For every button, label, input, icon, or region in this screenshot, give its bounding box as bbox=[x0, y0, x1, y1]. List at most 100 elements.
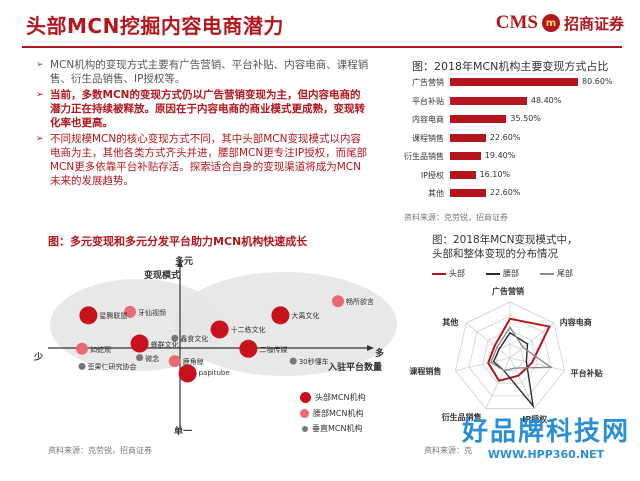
legend-item: 腰部MCN机构 bbox=[300, 408, 363, 419]
bullet-item: ➢ MCN机构的变现方式主要有广告营销、平台补贴、内容电商、课程销售、衍生品销售… bbox=[36, 58, 370, 86]
legend-label: 腰部MCN机构 bbox=[313, 409, 364, 418]
legend-item: 头部MCN机构 bbox=[300, 392, 365, 403]
arrow-bullet-icon: ➢ bbox=[36, 60, 44, 70]
radar-series-line bbox=[487, 317, 551, 382]
bar-value-label: 35.50% bbox=[510, 114, 541, 123]
radar-grid-ring bbox=[482, 329, 538, 384]
legend-line-icon bbox=[432, 272, 446, 275]
bubble-point bbox=[136, 354, 144, 362]
bubble-point bbox=[76, 342, 88, 355]
legend-line-icon bbox=[540, 272, 554, 275]
bar-category-label: 平台补贴 bbox=[412, 96, 444, 106]
bubble-point bbox=[210, 320, 229, 339]
radar-legend-item: 腰部 bbox=[486, 268, 519, 279]
radar-spoke bbox=[465, 322, 511, 359]
bar-chart-source: 资料来源：克劳锐，招商证券 bbox=[404, 213, 508, 222]
radar-chart-title-line1: 图：2018年MCN变现模式中， bbox=[432, 234, 578, 246]
bubble-point-label: 30秒懂车 bbox=[298, 358, 329, 367]
bubble-point bbox=[78, 362, 86, 370]
x-axis-arrow-icon bbox=[367, 345, 374, 351]
bubble-point bbox=[171, 334, 179, 342]
bubble-point bbox=[178, 364, 197, 383]
radar-legend-item: 尾部 bbox=[540, 268, 573, 279]
legend-label: 垂直MCN机构 bbox=[312, 424, 363, 433]
bubble-point-label: 大禹文化 bbox=[291, 312, 320, 321]
radar-axis-label: 课程销售 bbox=[409, 367, 442, 377]
bubble-point-label: 歪果仁研究协会 bbox=[87, 363, 137, 372]
radar-axis-label: 衍生品销售 bbox=[441, 413, 482, 423]
bar-mark bbox=[450, 152, 481, 160]
logo-cms-text: CMS bbox=[495, 12, 538, 33]
radar-chart-title-line2: 头部和整体变现的分布情况 bbox=[432, 248, 558, 260]
legend-item: 垂直MCN机构 bbox=[302, 423, 362, 434]
radar-series-line bbox=[490, 325, 554, 372]
bar-mark bbox=[450, 170, 476, 179]
radar-axis-label: 其他 bbox=[442, 318, 459, 328]
bar-mark bbox=[450, 115, 507, 123]
x-axis-left-label: 少 bbox=[34, 353, 44, 363]
bubble-point-label: 二咖传媒 bbox=[259, 345, 288, 354]
bubble-point bbox=[130, 334, 149, 353]
y-axis-bottom-label: 单一 bbox=[174, 427, 193, 437]
bubble-point bbox=[124, 305, 136, 318]
bubble-point bbox=[168, 355, 181, 368]
bar-category-label: 课程销售 bbox=[412, 133, 444, 143]
radar-legend-label: 头部 bbox=[449, 269, 465, 278]
site-watermark: 好品牌科技网 WWW.HPP360.NET bbox=[462, 411, 630, 461]
bar-value-label: 80.60% bbox=[582, 77, 613, 86]
bubble-point-label: 如蛇观 bbox=[90, 345, 111, 354]
bubble-point bbox=[332, 295, 344, 308]
legend-label: 头部MCN机构 bbox=[315, 393, 366, 402]
bubble-point bbox=[289, 357, 297, 365]
y-axis-label: 变现模式 bbox=[144, 271, 181, 281]
bar-mark bbox=[450, 189, 486, 197]
radar-series-line bbox=[492, 331, 535, 409]
radar-legend-item: 头部 bbox=[432, 268, 465, 279]
radar-chart-source: 资料来源：克 bbox=[424, 446, 472, 455]
bubble-point-label: 鑫食文化 bbox=[180, 335, 209, 344]
x-axis-label: 入驻平台数量 bbox=[328, 363, 383, 373]
watermark-url: WWW.HPP360.NET bbox=[487, 448, 605, 461]
bar-chart-title: 图：2018年MCN机构主要变现方式占比 bbox=[412, 60, 609, 73]
bar-value-label: 16.10% bbox=[479, 169, 511, 179]
radar-chart bbox=[454, 301, 566, 409]
bubble-chart bbox=[48, 260, 397, 428]
watermark-title: 好品牌科技网 bbox=[461, 417, 630, 447]
radar-spoke bbox=[509, 357, 535, 409]
bubble-point-label: 牙仙视频 bbox=[138, 308, 166, 317]
bubble-point-label: 十二栋文化 bbox=[230, 326, 266, 335]
bar-value-label: 22.60% bbox=[489, 188, 521, 197]
bar-category-label: 内容电商 bbox=[412, 115, 444, 124]
x-axis-right-label: 多 bbox=[375, 349, 385, 359]
bar-mark bbox=[450, 96, 527, 105]
bullet-text: 当前，多数MCN的变现方式仍以广告营销变现为主，但内容电商的潜力正在持续被释放。… bbox=[50, 89, 365, 129]
bullet-text: MCN机构的变现方式主要有广告营销、平台补贴、内容电商、课程销售、衍生品销售、I… bbox=[50, 59, 369, 85]
page-title: 头部MCN挖掘内容电商潜力 bbox=[26, 14, 284, 38]
bar-category-label: IP授权 bbox=[420, 170, 444, 180]
bar-mark bbox=[450, 78, 578, 86]
bubble-point bbox=[271, 306, 290, 325]
bar-value-label: 22.60% bbox=[489, 132, 521, 142]
bubble-chart-source: 资料来源：克劳锐，招商证券 bbox=[48, 446, 152, 455]
bubble-point-label: 微念 bbox=[145, 354, 160, 363]
brand-logo: CMS m 招商证券 bbox=[496, 12, 624, 34]
bar-category-label: 衍生品销售 bbox=[404, 152, 444, 161]
arrow-bullet-icon: ➢ bbox=[36, 134, 44, 144]
logo-mark-icon: m bbox=[541, 14, 560, 32]
y-axis-arrow-icon bbox=[177, 260, 183, 267]
bar-value-label: 19.40% bbox=[484, 151, 516, 160]
bullet-item: ➢ 不同规模MCN的核心变现方式不同，其中头部MCN变现模式以内容电商为主，其他… bbox=[36, 132, 370, 188]
arrow-bullet-icon: ➢ bbox=[36, 90, 44, 100]
bubble-chart-title: 图：多元变现和多元分发平台助力MCN机构快速成长 bbox=[48, 235, 308, 248]
bullet-item: ➢ 当前，多数MCN的变现方式仍以广告营销变现为主，但内容电商的潜力正在持续被释… bbox=[36, 88, 370, 130]
bubble-point-label: 畅所欲言 bbox=[346, 298, 374, 307]
radar-axis-label: 内容电商 bbox=[559, 318, 592, 328]
bar-category-label: 广告营销 bbox=[412, 78, 444, 87]
radar-spoke bbox=[455, 357, 511, 371]
bullet-list: ➢ MCN机构的变现方式主要有广告营销、平台补贴、内容电商、课程销售、衍生品销售… bbox=[36, 58, 370, 190]
radar-axis-label: 广告营销 bbox=[492, 287, 524, 296]
radar-spoke bbox=[509, 357, 565, 371]
legend-swatch-icon bbox=[300, 392, 311, 403]
bar-mark bbox=[450, 133, 486, 142]
bar-value-label: 48.40% bbox=[530, 95, 562, 105]
